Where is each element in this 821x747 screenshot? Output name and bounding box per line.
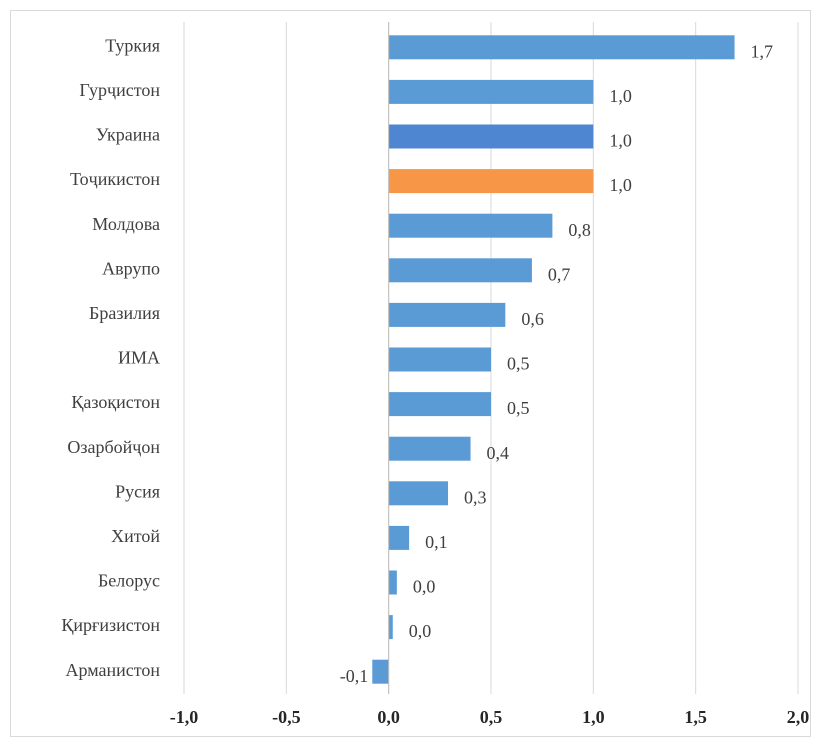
value-label: 0,0 (409, 621, 432, 641)
bar (388, 481, 449, 506)
category-label: Қазоқистон (71, 392, 160, 412)
value-label: 0,3 (464, 487, 487, 507)
bar (388, 392, 491, 417)
category-label: Гурҷистон (79, 80, 160, 100)
x-tick-label: 1,0 (582, 707, 605, 727)
value-label: 0,6 (521, 309, 544, 329)
bar (388, 570, 397, 595)
category-label: Русия (115, 481, 160, 501)
value-label: 1,0 (609, 86, 632, 106)
category-label: Туркия (105, 35, 160, 55)
bar (388, 615, 393, 640)
value-label: 0,5 (507, 398, 530, 418)
value-label: 0,5 (507, 354, 530, 374)
bar (388, 302, 506, 327)
x-tick-label: 2,0 (787, 707, 810, 727)
value-label: 1,0 (609, 175, 632, 195)
category-label: Молдова (92, 214, 160, 234)
category-label: Қирғизистон (61, 615, 160, 635)
value-label: 0,8 (568, 220, 591, 240)
bar (388, 35, 735, 60)
bar (388, 258, 532, 283)
category-label: Хитой (111, 526, 160, 546)
bar (388, 213, 553, 238)
bar (372, 659, 389, 684)
x-tick-label: -0,5 (272, 707, 301, 727)
x-tick-label: -1,0 (170, 707, 199, 727)
value-label: -0,1 (340, 666, 369, 686)
x-tick-label: 0,0 (377, 707, 400, 727)
bar (388, 124, 594, 149)
value-label: 0,1 (425, 532, 448, 552)
category-label: Украина (96, 125, 160, 145)
bar (388, 169, 594, 194)
category-label: Белорус (98, 571, 160, 591)
bar (388, 436, 471, 461)
value-label: 1,7 (751, 41, 774, 61)
value-label: 0,7 (548, 264, 571, 284)
bar (388, 79, 594, 104)
bar (388, 525, 410, 550)
category-label: Аврупо (102, 258, 160, 278)
bar (388, 347, 491, 372)
category-label: Озарбойҷон (67, 437, 160, 457)
category-label: Тоҷикистон (70, 169, 160, 189)
value-label: 0,4 (487, 443, 510, 463)
category-label: Арманистон (66, 660, 161, 680)
category-label: Бразилия (89, 303, 160, 323)
category-label: ИМА (118, 348, 160, 368)
x-tick-label: 0,5 (480, 707, 503, 727)
value-label: 0,0 (413, 577, 436, 597)
x-tick-label: 1,5 (684, 707, 707, 727)
value-label: 1,0 (609, 131, 632, 151)
